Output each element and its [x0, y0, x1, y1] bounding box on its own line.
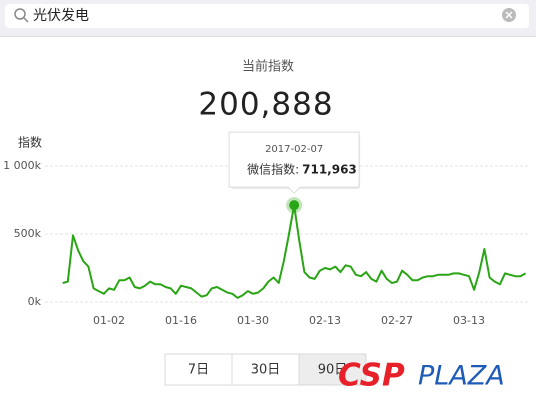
y-axis-label: 指数: [18, 135, 42, 150]
range-button[interactable]: [164, 353, 233, 386]
tooltip-label: 微信指数:: [247, 162, 299, 177]
y-tick-label: 500k: [14, 227, 42, 240]
index-title: 当前指数: [242, 59, 294, 75]
search-icon-handle: [23, 17, 29, 23]
search-query: 光伏发电: [33, 8, 89, 24]
y-tick-label: 1 000k: [3, 159, 41, 172]
watermark-csp: CSP: [338, 358, 405, 394]
x-tick-label: 02-27: [381, 314, 413, 327]
clear-icon: [505, 11, 513, 19]
tooltip-date: 2017-02-07: [265, 144, 323, 155]
search-input[interactable]: [5, 4, 529, 28]
tooltip-value: 711,963: [302, 163, 357, 177]
tooltip-box: [228, 131, 360, 194]
x-tick-label: 01-30: [237, 314, 269, 327]
range-button-label: 30日: [251, 363, 281, 378]
search-icon: [14, 8, 26, 20]
x-tick-label: 02-13: [309, 314, 341, 327]
range-button-label-selected: 90日: [318, 363, 348, 378]
x-tick-label: 03-13: [453, 314, 485, 327]
y-tick-label: 0k: [28, 295, 42, 308]
watermark-plaza: PLAZA: [418, 361, 505, 392]
range-button-label: 7日: [188, 363, 209, 378]
data-line: [62, 204, 527, 299]
range-button[interactable]: [298, 353, 367, 386]
x-tick-label: 01-02: [93, 314, 125, 327]
selected-point: [289, 200, 300, 211]
range-button[interactable]: [231, 353, 300, 386]
x-tick-label: 01-16: [165, 314, 197, 327]
current-index: 200,888: [198, 87, 333, 123]
